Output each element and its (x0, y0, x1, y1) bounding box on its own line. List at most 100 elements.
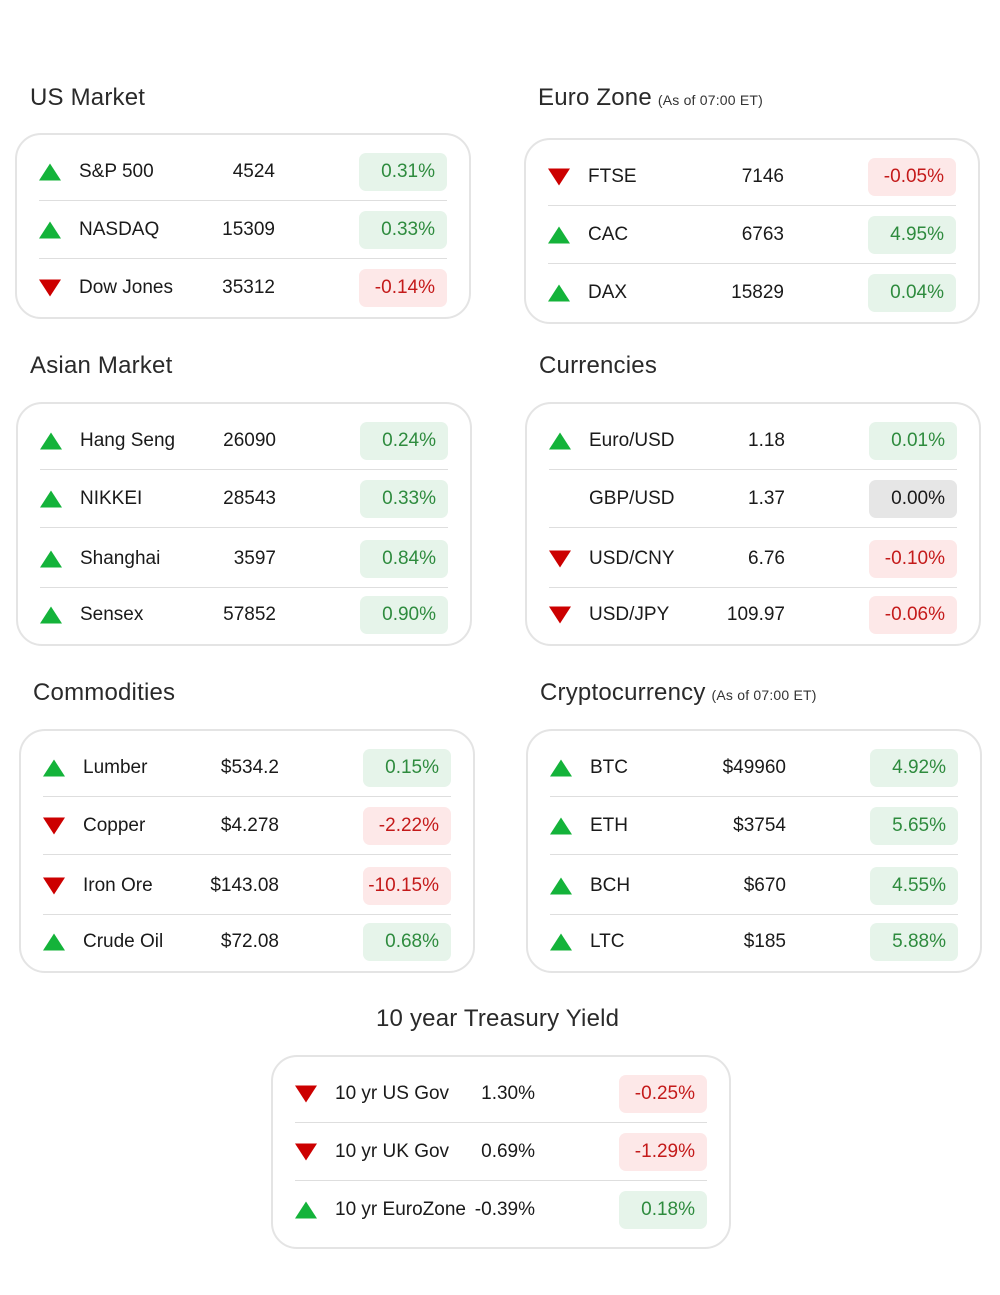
ticker-value: $185 (743, 931, 786, 952)
ticker-value: 6.76 (748, 548, 785, 569)
down-arrow-icon (39, 279, 61, 297)
up-arrow-icon (550, 759, 572, 777)
change-badge: -0.25% (619, 1075, 707, 1113)
ticker-value: 4524 (232, 161, 275, 182)
ticker-value: $49960 (722, 757, 786, 778)
asian-market-card: Hang Seng 26090 0.24% NIKKEI 28543 0.33% Shang… (16, 402, 472, 646)
ticker-name: Shanghai (80, 548, 161, 569)
ticker-value: 109.97 (726, 604, 785, 625)
ticker-row: ETH $3754 5.65% (550, 797, 958, 855)
section-title-text: Asian Market (30, 352, 173, 379)
ticker-value: 15829 (731, 282, 784, 303)
euro-zone-title: Euro Zone (As of 07:00 ET) (538, 84, 763, 112)
ticker-row: 10 yr UK Gov 0.69% -1.29% (295, 1123, 707, 1181)
ticker-name: 10 yr EuroZone (335, 1199, 466, 1220)
down-arrow-icon (548, 168, 570, 186)
ticker-row: NIKKEI 28543 0.33% (40, 470, 448, 528)
ticker-row: USD/CNY 6.76 -0.10% (549, 530, 957, 588)
change-badge: 0.68% (363, 923, 451, 961)
ticker-name: CAC (588, 224, 629, 245)
change-badge: 0.84% (360, 540, 448, 578)
ticker-name: Dow Jones (79, 277, 173, 298)
change-badge: 0.04% (868, 274, 956, 312)
ticker-row: Iron Ore $143.08 -10.15% (43, 857, 451, 915)
ticker-name: USD/CNY (589, 548, 675, 569)
ticker-name: Iron Ore (83, 875, 153, 896)
ticker-value: $3754 (733, 815, 786, 836)
us-market-card: S&P 500 4524 0.31% NASDAQ 15309 0.33% Dow Jone… (15, 133, 471, 319)
ticker-name: USD/JPY (589, 604, 670, 625)
ticker-row: Shanghai 3597 0.84% (40, 530, 448, 588)
down-arrow-icon (43, 877, 65, 895)
change-badge: -0.10% (869, 540, 957, 578)
ticker-value: 6763 (741, 224, 784, 245)
up-arrow-icon (39, 221, 61, 239)
ticker-name: NIKKEI (80, 488, 143, 509)
ticker-value: 3597 (233, 548, 276, 569)
ticker-value: -0.39% (474, 1199, 535, 1220)
section-title-text: Currencies (539, 352, 658, 379)
change-badge: -2.22% (363, 807, 451, 845)
ticker-value: 0.69% (481, 1141, 535, 1162)
change-badge: 0.15% (363, 749, 451, 787)
asian-market-title: Asian Market (30, 352, 172, 380)
change-badge: 0.33% (359, 211, 447, 249)
ticker-name: LTC (590, 931, 625, 952)
ticker-value: 26090 (223, 430, 276, 451)
ticker-value: 1.30% (481, 1083, 535, 1104)
euro-zone-card: FTSE 7146 -0.05% CAC 6763 4.95% DAX 15829 0.04% (524, 138, 980, 324)
ticker-name: BTC (590, 757, 628, 778)
cryptocurrency-card: BTC $49960 4.92% ETH $3754 5.65% BCH $670 4.55% L… (526, 729, 982, 973)
ticker-value: 1.18 (748, 430, 785, 451)
ticker-row: Sensex 57852 0.90% (40, 586, 448, 644)
change-badge: 0.18% (619, 1191, 707, 1229)
change-badge: -10.15% (363, 867, 451, 905)
change-badge: -1.29% (619, 1133, 707, 1171)
treasury-yield-card: 10 yr US Gov 1.30% -0.25% 10 yr UK Gov 0.69%… (271, 1055, 731, 1249)
ticker-row: LTC $185 5.88% (550, 913, 958, 971)
ticker-name: NASDAQ (79, 219, 160, 240)
up-arrow-icon (40, 550, 62, 568)
change-badge: 4.55% (870, 867, 958, 905)
change-badge: 0.33% (360, 480, 448, 518)
change-badge: 5.65% (870, 807, 958, 845)
ticker-value: $670 (743, 875, 786, 896)
up-arrow-icon (548, 226, 570, 244)
down-arrow-icon (549, 606, 571, 624)
section-title-text: Commodities (33, 679, 176, 706)
ticker-row: DAX 15829 0.04% (548, 264, 956, 322)
up-arrow-icon (43, 759, 65, 777)
up-arrow-icon (550, 817, 572, 835)
ticker-value: $534.2 (220, 757, 279, 778)
down-arrow-icon (549, 550, 571, 568)
ticker-value: 28543 (223, 488, 276, 509)
currencies-card: Euro/USD 1.18 0.01% GBP/USD 1.37 0.00% USD/CNY… (525, 402, 981, 646)
change-badge: 0.00% (869, 480, 957, 518)
change-badge: 0.90% (360, 596, 448, 634)
ticker-row: FTSE 7146 -0.05% (548, 148, 956, 206)
ticker-row: S&P 500 4524 0.31% (39, 143, 447, 201)
ticker-name: GBP/USD (589, 488, 675, 509)
ticker-row: Crude Oil $72.08 0.68% (43, 913, 451, 971)
up-arrow-icon (549, 432, 571, 450)
ticker-value: 35312 (222, 277, 275, 298)
section-title-text: Euro Zone (538, 84, 652, 111)
currencies-title: Currencies (539, 352, 657, 380)
up-arrow-icon (40, 606, 62, 624)
ticker-row: 10 yr EuroZone -0.39% 0.18% (295, 1181, 707, 1239)
as-of-note: (As of 07:00 ET) (657, 92, 764, 108)
ticker-name: Copper (83, 815, 146, 836)
ticker-name: Sensex (80, 604, 144, 625)
ticker-name: Lumber (83, 757, 148, 778)
up-arrow-icon (548, 284, 570, 302)
section-title-text: US Market (30, 84, 146, 111)
up-arrow-icon (43, 933, 65, 951)
ticker-row: Lumber $534.2 0.15% (43, 739, 451, 797)
down-arrow-icon (295, 1085, 317, 1103)
ticker-value: 57852 (223, 604, 276, 625)
up-arrow-icon (39, 163, 61, 181)
ticker-row: GBP/USD 1.37 0.00% (549, 470, 957, 528)
commodities-card: Lumber $534.2 0.15% Copper $4.278 -2.22% Iron … (19, 729, 475, 973)
treasury-yield-title: 10 year Treasury Yield (376, 1005, 619, 1033)
change-badge: -0.05% (868, 158, 956, 196)
